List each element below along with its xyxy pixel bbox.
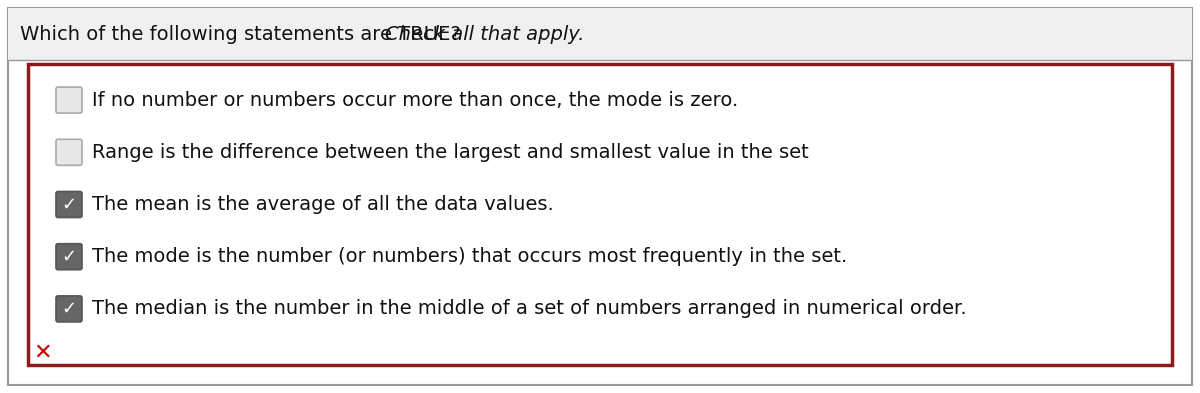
Text: The median is the number in the middle of a set of numbers arranged in numerical: The median is the number in the middle o… [92, 299, 967, 318]
Text: ✓: ✓ [61, 248, 77, 266]
FancyBboxPatch shape [56, 244, 82, 270]
Text: Which of the following statements are TRUE?: Which of the following statements are TR… [20, 24, 467, 44]
Text: ✓: ✓ [61, 300, 77, 318]
Text: Check all that apply.: Check all that apply. [385, 24, 584, 44]
FancyBboxPatch shape [56, 191, 82, 217]
FancyBboxPatch shape [28, 64, 1172, 365]
Text: ✕: ✕ [32, 343, 52, 363]
FancyBboxPatch shape [8, 8, 1192, 60]
Text: The mode is the number (or numbers) that occurs most frequently in the set.: The mode is the number (or numbers) that… [92, 247, 847, 266]
Text: The mean is the average of all the data values.: The mean is the average of all the data … [92, 195, 553, 214]
FancyBboxPatch shape [56, 139, 82, 165]
FancyBboxPatch shape [56, 296, 82, 322]
Text: Range is the difference between the largest and smallest value in the set: Range is the difference between the larg… [92, 143, 809, 162]
Text: ✓: ✓ [61, 195, 77, 213]
Text: If no number or numbers occur more than once, the mode is zero.: If no number or numbers occur more than … [92, 91, 738, 110]
FancyBboxPatch shape [56, 87, 82, 113]
FancyBboxPatch shape [8, 8, 1192, 385]
